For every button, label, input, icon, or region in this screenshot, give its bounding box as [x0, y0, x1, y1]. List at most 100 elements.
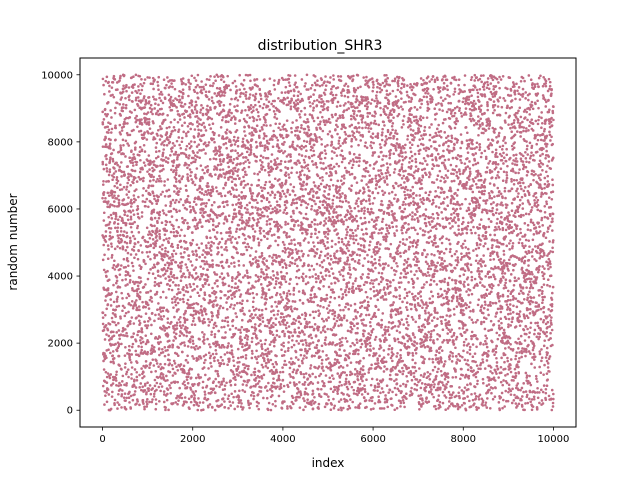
- data-point: [193, 323, 197, 326]
- data-point: [170, 252, 174, 256]
- data-point: [133, 176, 137, 180]
- data-point: [238, 218, 242, 222]
- data-point: [179, 252, 183, 255]
- data-point: [272, 274, 276, 277]
- data-point: [110, 316, 114, 320]
- data-point: [315, 343, 319, 347]
- data-point: [158, 399, 161, 403]
- data-point: [185, 330, 189, 334]
- data-point: [292, 185, 296, 189]
- data-point: [284, 223, 287, 226]
- data-point: [308, 192, 311, 196]
- data-point: [104, 394, 107, 397]
- data-point: [127, 196, 130, 199]
- data-point: [189, 388, 193, 391]
- data-point: [311, 146, 314, 150]
- data-point: [301, 272, 305, 276]
- data-point: [210, 117, 214, 121]
- data-point: [247, 126, 251, 129]
- data-point: [161, 348, 164, 351]
- data-point: [233, 332, 237, 336]
- data-point: [252, 237, 256, 240]
- data-point: [274, 253, 278, 257]
- data-point: [128, 236, 132, 240]
- data-point: [271, 333, 275, 337]
- data-point: [232, 177, 236, 181]
- data-point: [266, 215, 269, 218]
- data-point: [241, 309, 244, 313]
- data-point: [121, 218, 124, 222]
- data-point: [132, 289, 136, 293]
- data-point: [320, 151, 324, 155]
- data-point: [113, 184, 117, 188]
- data-point: [202, 87, 206, 91]
- data-point: [247, 364, 250, 368]
- data-point: [161, 327, 164, 331]
- data-point: [269, 276, 273, 279]
- data-point: [193, 160, 197, 164]
- data-point: [174, 260, 178, 264]
- data-point: [115, 281, 118, 285]
- data-point: [214, 105, 217, 109]
- data-point: [213, 391, 217, 395]
- data-point: [124, 399, 127, 402]
- data-point: [298, 298, 302, 302]
- data-point: [306, 322, 309, 326]
- data-point: [230, 111, 233, 115]
- data-point: [136, 125, 139, 129]
- data-point: [133, 169, 137, 173]
- data-point: [220, 175, 223, 178]
- data-point: [179, 198, 183, 201]
- data-point: [220, 253, 224, 257]
- data-point: [240, 111, 243, 114]
- data-point: [269, 244, 272, 248]
- data-point: [215, 94, 219, 98]
- data-point: [183, 116, 186, 119]
- data-point: [284, 266, 288, 270]
- data-point: [254, 140, 258, 144]
- data-point: [252, 117, 256, 120]
- data-point: [319, 279, 323, 283]
- data-point: [250, 313, 254, 316]
- data-point: [177, 346, 181, 349]
- data-point: [250, 336, 254, 340]
- data-point: [146, 319, 150, 323]
- data-point: [206, 104, 209, 108]
- data-point: [121, 90, 125, 93]
- data-point: [241, 389, 244, 392]
- data-point: [244, 73, 248, 77]
- data-point: [111, 190, 115, 194]
- data-point: [152, 194, 156, 198]
- data-point: [315, 295, 318, 299]
- data-point: [123, 174, 126, 177]
- data-point: [282, 123, 286, 127]
- data-point: [238, 88, 242, 91]
- data-point: [243, 390, 247, 393]
- data-point: [180, 124, 184, 127]
- data-point: [114, 323, 118, 327]
- data-point: [324, 186, 328, 189]
- data-point: [259, 330, 263, 333]
- data-point: [210, 96, 214, 99]
- data-point: [158, 210, 162, 214]
- data-point: [151, 191, 155, 195]
- data-point: [263, 359, 266, 363]
- data-point: [205, 278, 209, 281]
- data-point: [104, 313, 107, 317]
- data-point: [278, 178, 281, 181]
- data-point: [246, 211, 250, 214]
- data-point: [289, 305, 293, 308]
- data-point: [107, 194, 111, 197]
- data-point: [190, 346, 193, 349]
- data-point: [130, 149, 133, 153]
- data-point: [247, 165, 251, 169]
- data-point: [301, 302, 305, 305]
- data-point: [114, 170, 118, 173]
- data-point: [273, 206, 277, 209]
- data-point: [172, 359, 176, 363]
- data-point: [102, 191, 106, 194]
- data-point: [324, 254, 327, 258]
- data-point: [323, 145, 327, 148]
- data-point: [301, 339, 304, 342]
- data-point: [215, 384, 218, 388]
